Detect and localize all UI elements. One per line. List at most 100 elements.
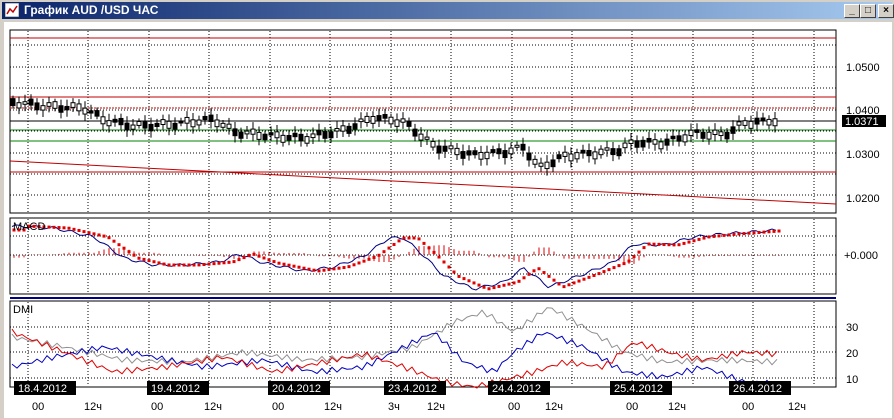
candle-body bbox=[226, 123, 232, 129]
candle-body bbox=[70, 102, 76, 108]
candle-body bbox=[472, 150, 478, 156]
candle-body bbox=[742, 120, 748, 126]
dmi-label: DMI bbox=[13, 304, 33, 316]
signal-dot bbox=[672, 243, 676, 247]
signal-dot bbox=[732, 232, 736, 236]
signal-dot bbox=[727, 233, 731, 237]
signal-dot bbox=[322, 268, 326, 272]
candle-body bbox=[262, 133, 268, 141]
candle-body bbox=[418, 133, 424, 141]
signal-dot bbox=[22, 228, 26, 232]
signal-dot bbox=[587, 275, 591, 279]
signal-dot bbox=[762, 230, 766, 234]
current-price-badge bbox=[842, 115, 886, 127]
title-bar[interactable]: График AUD /USD ЧАС _ □ × bbox=[2, 2, 894, 19]
signal-dot bbox=[692, 239, 696, 243]
signal-dot bbox=[367, 257, 371, 261]
signal-dot bbox=[212, 262, 216, 266]
chart-area[interactable]: 1.0500 1.0400 1.0300 1.0200 1.0371 MACD … bbox=[4, 22, 892, 418]
minimize-button[interactable]: _ bbox=[844, 4, 860, 18]
close-button[interactable]: × bbox=[878, 4, 894, 18]
hour-label: 3ч bbox=[388, 401, 400, 413]
candle-body bbox=[610, 148, 616, 156]
hour-label: 12ч bbox=[204, 401, 222, 413]
signal-dot bbox=[562, 285, 566, 289]
candle-body bbox=[112, 118, 118, 123]
signal-dot bbox=[517, 279, 521, 283]
candle-body bbox=[280, 134, 286, 143]
candle-body bbox=[556, 154, 562, 160]
candle-body bbox=[184, 116, 190, 124]
candle-body bbox=[580, 149, 586, 154]
signal-dot bbox=[752, 231, 756, 235]
candle-body bbox=[484, 151, 490, 160]
signal-dot bbox=[682, 241, 686, 245]
candle-body bbox=[208, 114, 214, 122]
candle-body bbox=[400, 118, 406, 123]
signal-dot bbox=[47, 225, 51, 229]
signal-dot bbox=[687, 240, 691, 244]
signal-dot bbox=[572, 281, 576, 285]
signal-dot bbox=[277, 261, 281, 265]
signal-dot bbox=[552, 278, 556, 282]
signal-dot bbox=[557, 282, 561, 286]
signal-dot bbox=[332, 267, 336, 271]
signal-dot bbox=[112, 239, 116, 243]
signal-dot bbox=[607, 268, 611, 272]
candle-body bbox=[106, 120, 112, 127]
date-badge bbox=[147, 381, 209, 395]
candle-body bbox=[604, 147, 610, 151]
candle-body bbox=[412, 128, 418, 137]
date-label: 20.4.2012 bbox=[272, 383, 321, 395]
signal-dot bbox=[247, 254, 251, 258]
dmi-panel bbox=[9, 300, 837, 388]
signal-dot bbox=[317, 269, 321, 273]
candle-body bbox=[442, 145, 448, 152]
candle-body bbox=[520, 143, 526, 151]
candle-body bbox=[496, 148, 502, 155]
candle-body bbox=[730, 126, 736, 134]
candle-body bbox=[58, 105, 64, 113]
signal-dot bbox=[457, 274, 461, 278]
candle-body bbox=[82, 107, 88, 115]
signal-dot bbox=[462, 277, 466, 281]
signal-dot bbox=[482, 285, 486, 289]
date-label: 19.4.2012 bbox=[151, 383, 200, 395]
signal-dot bbox=[242, 256, 246, 260]
signal-dot bbox=[127, 250, 131, 254]
price-tick: 1.0200 bbox=[846, 193, 880, 205]
candle-body bbox=[382, 114, 388, 119]
signal-dot bbox=[382, 250, 386, 254]
hour-label: 00 bbox=[508, 401, 520, 413]
price-tick: 1.0500 bbox=[846, 62, 880, 74]
candle-body bbox=[574, 152, 580, 160]
signal-dot bbox=[147, 259, 151, 263]
chart-canvas[interactable]: 1.0500 1.0400 1.0300 1.0200 1.0371 MACD … bbox=[4, 22, 892, 418]
maximize-button[interactable]: □ bbox=[860, 4, 876, 18]
signal-dot bbox=[72, 227, 76, 231]
signal-dot bbox=[282, 262, 286, 266]
hour-label: 12ч bbox=[427, 401, 445, 413]
hour-label: 00 bbox=[151, 401, 163, 413]
candle-body bbox=[622, 142, 628, 149]
signal-dot bbox=[122, 246, 126, 250]
candle-body bbox=[394, 119, 400, 127]
candle-body bbox=[532, 158, 538, 165]
signal-dot bbox=[532, 269, 536, 273]
signal-dot bbox=[667, 243, 671, 247]
signal-dot bbox=[647, 242, 651, 246]
signal-dot bbox=[422, 241, 426, 245]
current-price-label: 1.0371 bbox=[845, 116, 879, 128]
candle-body bbox=[616, 148, 622, 157]
candle-body bbox=[490, 149, 496, 154]
trend-line[interactable] bbox=[9, 160, 837, 205]
candle-body bbox=[358, 118, 364, 123]
signal-dot bbox=[547, 274, 551, 278]
candle-body bbox=[766, 118, 772, 126]
signal-dot bbox=[177, 263, 181, 267]
candle-body bbox=[196, 119, 202, 126]
candle-body bbox=[646, 137, 652, 143]
signal-dot bbox=[337, 266, 341, 270]
candle-body bbox=[718, 131, 724, 137]
